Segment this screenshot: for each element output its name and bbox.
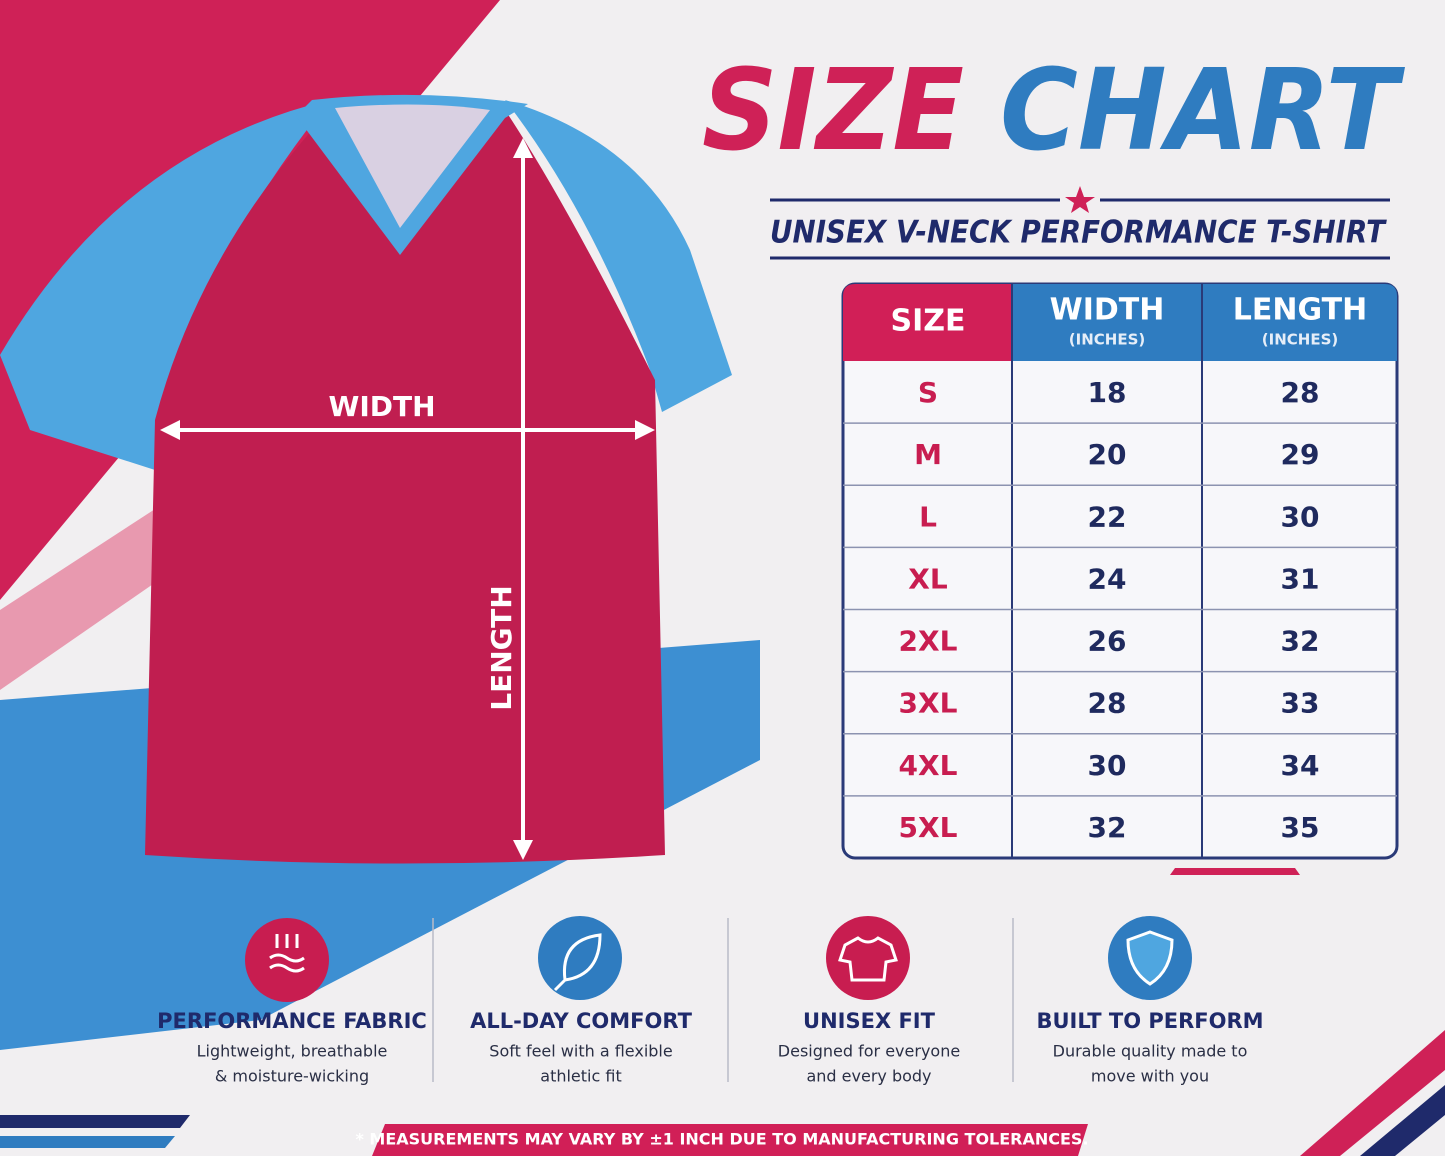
- stripe: [1360, 1085, 1445, 1156]
- feature-text: move with you: [1091, 1067, 1209, 1086]
- footnote: * MEASUREMENTS MAY VARY BY ±1 INCH DUE T…: [355, 1130, 1088, 1149]
- column-unit: (INCHES): [1262, 331, 1338, 349]
- measure-cell: 26: [1088, 625, 1127, 658]
- features: PERFORMANCE FABRIC Lightweight, breathabl…: [157, 1009, 1263, 1086]
- shirt-glyph: [838, 936, 898, 982]
- stripe: [0, 1115, 190, 1128]
- measure-cell: 30: [1088, 749, 1127, 782]
- stripe: [1170, 868, 1300, 875]
- size-cell: M: [914, 438, 942, 471]
- size-cell: 3XL: [899, 687, 958, 720]
- header-cell: [1202, 284, 1397, 361]
- column-header: WIDTH: [1050, 293, 1165, 328]
- size-cell: L: [919, 500, 937, 533]
- measure-cell: 29: [1281, 438, 1320, 471]
- feature-text: athletic fit: [540, 1067, 621, 1086]
- feature-text: Designed for everyone: [778, 1042, 960, 1061]
- title-word: CHART: [1000, 46, 1405, 176]
- comfort-icon: [538, 916, 622, 1000]
- footnote-band: [372, 1124, 1088, 1156]
- measure-cell: 28: [1281, 376, 1320, 409]
- fabric-icon: [245, 918, 329, 1002]
- feature-title: UNISEX FIT: [803, 1009, 936, 1033]
- column-header: SIZE: [890, 304, 965, 339]
- size-cell: S: [918, 376, 938, 409]
- measure-cell: 20: [1088, 438, 1127, 471]
- feature-title: BUILT TO PERFORM: [1036, 1009, 1263, 1033]
- header-cell: [1012, 284, 1202, 361]
- arrow-head: [513, 138, 533, 158]
- size-cell: XL: [908, 562, 948, 595]
- size-cell: 5XL: [899, 811, 958, 844]
- measure-cell: 30: [1281, 500, 1320, 533]
- column-unit: (INCHES): [1069, 331, 1145, 349]
- feature-title: PERFORMANCE FABRIC: [157, 1009, 427, 1033]
- subtitle: UNISEX V-NECK PERFORMANCE T-SHIRT: [770, 215, 1388, 251]
- measure-cell: 34: [1281, 749, 1320, 782]
- measure-cell: 32: [1281, 625, 1320, 658]
- measure-cell: 35: [1281, 811, 1320, 844]
- measure-cell: 22: [1088, 500, 1127, 533]
- arrow-head: [160, 420, 180, 440]
- feature-text: and every body: [806, 1067, 931, 1086]
- size-cell: 2XL: [899, 625, 958, 658]
- measure-cell: 32: [1088, 811, 1127, 844]
- shield-glyph: [1126, 930, 1174, 986]
- width-label: WIDTH: [328, 390, 435, 423]
- feather-glyph: [553, 933, 602, 992]
- fabric-glyph: [269, 934, 305, 973]
- shirt-body: [145, 110, 665, 864]
- header-cell: [843, 284, 1012, 361]
- star: [1065, 186, 1095, 213]
- size-table: SIZE WIDTH (INCHES) LENGTH (INCHES) S 18 28 M 20 2…: [841, 282, 1399, 860]
- feature-text: & moisture-wicking: [215, 1067, 369, 1086]
- left-sleeve: [0, 100, 330, 470]
- feature-title: ALL-DAY COMFORT: [470, 1009, 693, 1033]
- size-cell: 4XL: [899, 749, 958, 782]
- fit-icon: [826, 916, 910, 1000]
- length-label: LENGTH: [485, 585, 518, 710]
- arrow-head: [513, 840, 533, 860]
- feature-text: Durable quality made to: [1053, 1042, 1248, 1061]
- column-header: LENGTH: [1233, 293, 1367, 328]
- feature-text: Lightweight, breathable: [197, 1042, 388, 1061]
- stripe: [0, 1136, 175, 1148]
- measure-cell: 18: [1088, 376, 1127, 409]
- title-word: SIZE: [702, 46, 964, 176]
- measure-cell: 28: [1088, 687, 1127, 720]
- stripe: [1300, 1030, 1445, 1156]
- measure-cell: 33: [1281, 687, 1320, 720]
- collar-inside: [335, 104, 490, 228]
- right-sleeve: [505, 100, 732, 412]
- arrow-head: [635, 420, 655, 440]
- measure-cell: 31: [1281, 562, 1320, 595]
- measure-cell: 24: [1088, 562, 1127, 595]
- feature-text: Soft feel with a flexible: [489, 1042, 672, 1061]
